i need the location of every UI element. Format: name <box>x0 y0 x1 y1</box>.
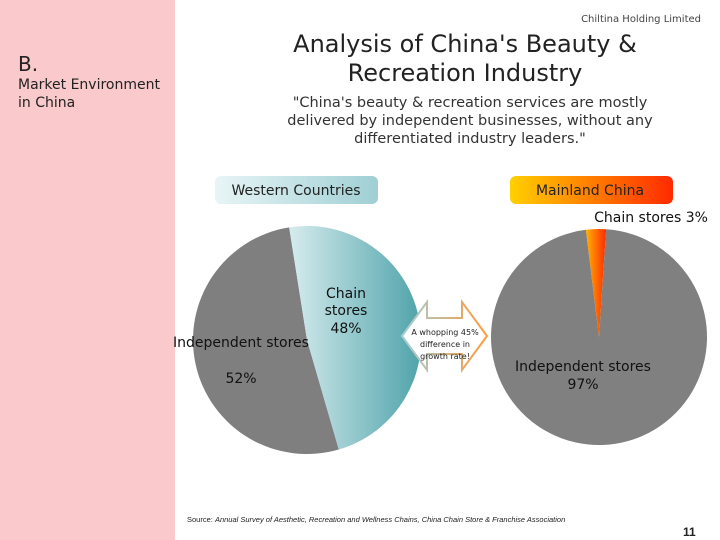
page-title: Analysis of China's Beauty & Recreation … <box>293 30 637 87</box>
quote-text: "China's beauty & recreation services ar… <box>287 95 653 147</box>
western-label-bar <box>215 176 378 204</box>
sidebar-panel: B. Market Environment in China <box>0 0 175 540</box>
pie-slice-china-independent <box>491 229 708 446</box>
west-chain-value: 48% <box>330 321 361 337</box>
callout-line-1: A whopping 45% <box>411 328 479 337</box>
page-number: 11 <box>683 525 696 539</box>
pie-slice-west-independent <box>192 227 339 454</box>
comparison-arrow <box>400 298 489 374</box>
pie-slice-china-chain <box>585 229 607 337</box>
source-note: Source: Annual Survey of Aesthetic, Recr… <box>187 515 566 524</box>
callout-line-2: difference in <box>420 340 470 349</box>
west-independent-label: Independent stores <box>173 335 309 351</box>
china-chain-label: Chain stores 3% <box>594 210 708 226</box>
callout-line-3: growth rate! <box>420 352 470 361</box>
company-name: Chiltina Holding Limited <box>581 14 701 25</box>
china-label-bar <box>510 176 673 204</box>
west-chain-label-1: Chain <box>326 286 366 302</box>
west-chain-label-2: stores <box>325 303 368 319</box>
section-title: Market Environment in China <box>18 77 160 111</box>
china-independent-label: Independent stores <box>515 359 651 375</box>
china-label: Mainland China <box>536 183 644 199</box>
pie-slice-west-chain <box>289 225 421 450</box>
west-independent-value: 52% <box>225 371 256 387</box>
china-independent-value: 97% <box>567 377 598 393</box>
western-label: Western Countries <box>232 183 361 199</box>
section-letter: B. <box>18 52 39 76</box>
